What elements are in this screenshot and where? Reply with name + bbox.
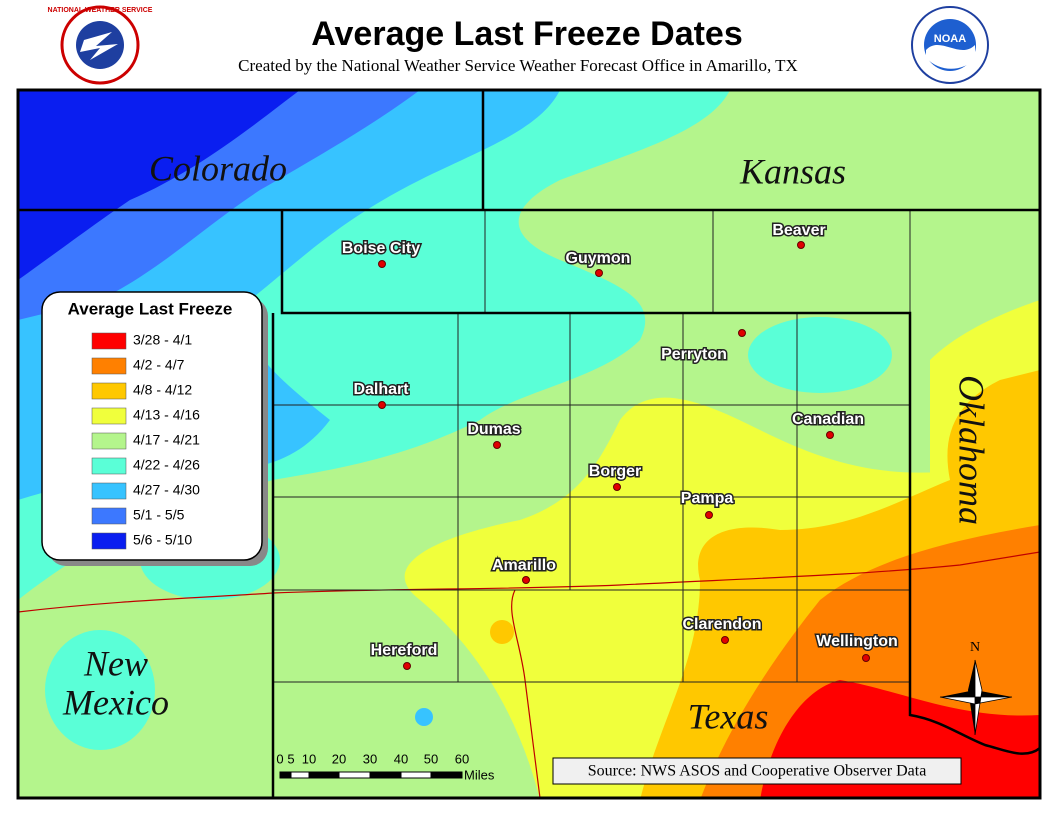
city-dot xyxy=(862,654,870,662)
state-label: Mexico xyxy=(62,682,169,722)
legend-swatch xyxy=(91,482,127,500)
legend: 3/28 - 4/1 4/2 - 4/7 4/8 - 4/12 4/13 - 4/16… xyxy=(91,332,200,550)
state-label: Colorado xyxy=(149,148,287,188)
cities: Boise City Guymon Beaver Perryton Dalhart Dum… xyxy=(340,221,899,670)
legend-swatch xyxy=(91,357,127,375)
state-label: Texas xyxy=(688,696,769,736)
city-dot xyxy=(378,401,386,409)
scale-segment xyxy=(400,771,432,779)
legend-label: 4/27 - 4/30 xyxy=(133,482,200,498)
legend-label: 3/28 - 4/1 xyxy=(133,332,192,348)
scale-label: 40 xyxy=(394,751,408,766)
legend-label: 4/17 - 4/21 xyxy=(133,432,200,448)
city-dot xyxy=(797,241,805,249)
city-dot xyxy=(493,441,501,449)
city-dot xyxy=(522,576,530,584)
city-label: Borger xyxy=(589,463,641,480)
scale-label: 50 xyxy=(424,751,438,766)
legend-swatch xyxy=(91,507,127,525)
scale-segment xyxy=(290,771,310,779)
scale-segment xyxy=(430,771,463,779)
city-dot xyxy=(613,483,621,491)
legend-label: 4/2 - 4/7 xyxy=(133,357,185,373)
city-label: Hereford xyxy=(371,642,438,659)
city-label: Wellington xyxy=(816,633,897,650)
nws-logo: NATIONAL WEATHER SERVICE xyxy=(48,5,153,85)
city-dot xyxy=(705,511,713,519)
state-label: New xyxy=(83,643,148,683)
city-dot xyxy=(721,636,729,644)
city-dot xyxy=(738,329,746,337)
city-label: Dalhart xyxy=(353,381,409,398)
legend-swatch xyxy=(91,457,127,475)
city-label: Amarillo xyxy=(492,557,556,574)
city-dot xyxy=(378,260,386,268)
scale-label: 0 xyxy=(276,751,283,766)
source-box xyxy=(552,757,962,785)
legend-label: 4/8 - 4/12 xyxy=(133,382,192,398)
scale-segment xyxy=(279,771,292,779)
scale-label: 60 xyxy=(455,751,469,766)
noaa-logo: NOAA xyxy=(911,6,989,84)
source: Source: NWS ASOS and Cooperative Observe… xyxy=(588,763,927,780)
logo-text: NOAA xyxy=(934,33,966,45)
scale-segment xyxy=(338,771,371,779)
city-label: Clarendon xyxy=(682,616,761,633)
legend-swatch xyxy=(91,407,127,425)
legend-label: 5/1 - 5/5 xyxy=(133,507,185,523)
subtitle: Created by the National Weather Service … xyxy=(238,56,798,75)
city-label: Boise City xyxy=(342,240,420,257)
scale-unit: Miles xyxy=(464,767,495,782)
city-label: Guymon xyxy=(566,250,631,267)
legend-title: Average Last Freeze xyxy=(68,299,233,318)
scale-label: 5 xyxy=(287,751,294,766)
city-label: Pampa xyxy=(681,490,734,507)
city-dot xyxy=(595,269,603,277)
city-label: Dumas xyxy=(467,421,520,438)
state-label: Oklahoma xyxy=(952,375,992,525)
scale-label: 10 xyxy=(302,751,316,766)
legend-swatch xyxy=(91,532,127,550)
legend-swatch xyxy=(91,432,127,450)
logo-text: NATIONAL WEATHER SERVICE xyxy=(48,7,153,14)
north-arrow: N xyxy=(939,640,1013,736)
legend-label: 4/13 - 4/16 xyxy=(133,407,200,423)
city-label: Perryton xyxy=(661,346,727,363)
title: Average Last Freeze Dates xyxy=(311,15,743,53)
legend-label: 4/22 - 4/26 xyxy=(133,457,200,473)
compass-label: N xyxy=(970,640,980,655)
scale-segment xyxy=(308,771,340,779)
state-label: Kansas xyxy=(739,151,846,191)
legend-swatch xyxy=(91,332,127,350)
city-dot xyxy=(826,431,834,439)
legend-label: 5/6 - 5/10 xyxy=(133,532,192,548)
scale-label: 30 xyxy=(363,751,377,766)
city-dot xyxy=(403,662,411,670)
scale-segment xyxy=(369,771,402,779)
scale-label: 20 xyxy=(332,751,346,766)
city-label: Beaver xyxy=(772,222,825,239)
city-label: Canadian xyxy=(792,411,864,428)
map-frame xyxy=(16,88,1042,800)
legend-swatch xyxy=(91,382,127,400)
